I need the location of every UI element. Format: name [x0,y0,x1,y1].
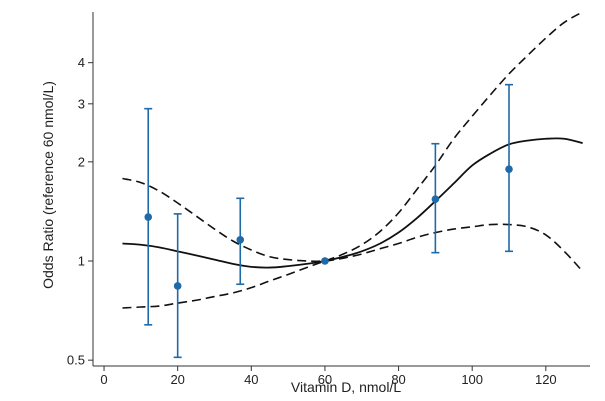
confidence-band-line [122,11,584,309]
x-tick-label: 100 [461,372,483,387]
x-tick-label: 120 [535,372,557,387]
odds-ratio-curve [122,137,583,269]
curves [122,11,584,309]
confidence-band-line [122,177,584,272]
x-tick-label: 0 [100,372,107,387]
y-tick-label: 2 [78,154,85,169]
y-tick-label: 3 [78,96,85,111]
data-point [144,213,153,221]
data-point [431,195,440,204]
data-point [505,165,513,173]
y-tick-label: 1 [78,253,85,268]
y-tick-label: 0.5 [67,353,85,368]
y-tick-label: 4 [78,55,85,70]
x-tick-label: 40 [244,372,258,387]
data-point [236,235,245,244]
x-tick-label: 60 [318,372,332,387]
data-point [321,257,329,265]
x-tick-label: 80 [391,372,405,387]
x-tick-label: 20 [170,372,184,387]
data-point [173,282,182,290]
x-axis-label: Vitamin D, nmol/L [291,379,401,395]
y-axis-label: Odds Ratio (reference 60 nmol/L) [40,81,56,289]
axes: 0 20 40 60 80 100 120 0.5 1 2 3 4 [67,12,590,387]
error-bars [144,83,514,359]
